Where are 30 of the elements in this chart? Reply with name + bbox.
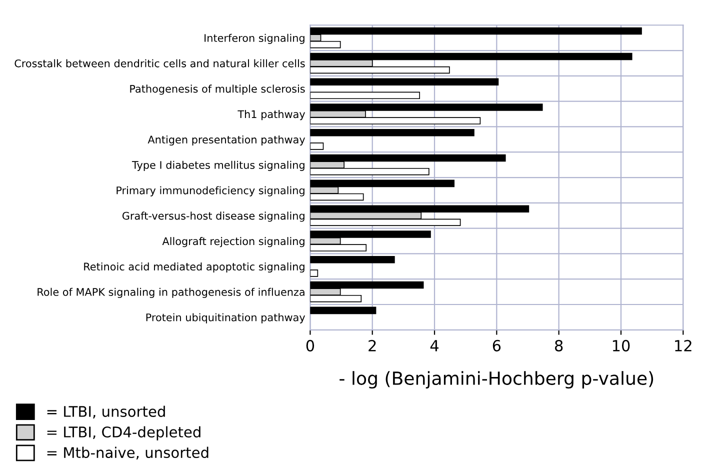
x-axis-title: - log (Benjamini-Hochberg p-value) [340,371,654,389]
legend-label: = LTBI, unsorted [47,406,165,418]
x-tick-label: 2 [368,340,376,352]
y-tick-label: Th1 pathway [238,110,306,120]
bar [310,306,376,314]
bar [310,129,474,136]
x-tick-label: 10 [612,340,630,352]
y-tick-label: Type I diabetes mellitus signaling [132,160,304,171]
legend-label: = LTBI, CD4-depleted [47,426,200,440]
y-tick-label: Primary immunodeficiency signaling [116,186,304,196]
bar [310,256,395,264]
x-tick-label: 6 [492,340,501,352]
y-tick-label: Interferon signaling [204,34,304,44]
x-tick-label: 4 [430,340,439,352]
bar [310,92,420,100]
bar [310,270,318,277]
y-tick-label: Retinoic acid mediated apoptotic signaling [84,262,304,273]
y-tick-label: Allograft rejection signaling [162,237,304,248]
y-tick-label: Crosstalk between dendritic cells and natural killer cells [14,59,305,68]
legend-label: = Mtb-naive, unsorted [47,446,208,460]
x-tick-label: 8 [555,340,563,352]
y-tick-label: Graft-versus-host disease signaling [122,212,304,222]
y-tick-label: Role of MAPK signaling in pathogenesis of influenza [38,288,304,298]
x-tick-label: 0 [306,340,314,352]
y-tick-label: Protein ubiquitination pathway [146,313,306,324]
y-tick-label: Antigen presentation pathway [148,135,306,146]
y-tick-label: Pathogenesis of multiple sclerosis [130,84,305,95]
x-tick-label: 12 [675,340,692,352]
bar [310,78,499,86]
bar [310,142,324,150]
